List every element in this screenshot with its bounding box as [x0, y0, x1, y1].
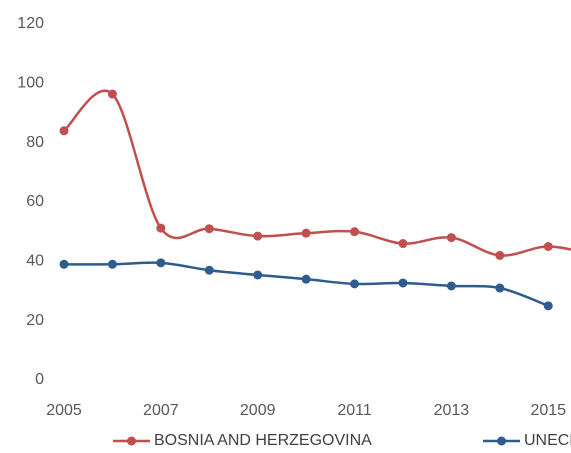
data-point — [543, 301, 553, 311]
data-point — [59, 126, 69, 136]
data-point — [156, 258, 166, 268]
x-tick-label: 2007 — [143, 402, 179, 419]
data-point — [350, 279, 360, 289]
plot-area — [59, 89, 571, 311]
x-tick-label: 2009 — [240, 402, 276, 419]
y-tick-label: 20 — [26, 312, 44, 329]
data-point — [156, 223, 166, 233]
legend-marker — [497, 436, 506, 446]
data-point — [446, 233, 456, 243]
data-point — [495, 283, 505, 293]
legend-label: BOSNIA AND HERZEGOVINA — [154, 432, 372, 449]
data-point — [301, 274, 311, 284]
data-point — [204, 265, 214, 275]
data-point — [204, 224, 214, 234]
x-tick-label: 2005 — [46, 402, 82, 419]
y-tick-label: 120 — [17, 15, 44, 32]
data-point — [301, 228, 311, 238]
data-point — [253, 270, 263, 280]
x-tick-label: 2015 — [530, 402, 566, 419]
data-point — [350, 227, 360, 237]
data-point — [543, 242, 553, 251]
y-tick-label: 60 — [26, 193, 44, 210]
data-point — [446, 281, 456, 291]
series-line — [63, 89, 571, 257]
y-tick-label: 80 — [26, 134, 44, 151]
data-point — [398, 239, 408, 249]
series-line — [63, 261, 549, 308]
data-point — [107, 89, 117, 99]
data-point — [398, 278, 408, 288]
x-tick-label: 2011 — [337, 402, 372, 419]
x-tick-label: 2013 — [434, 402, 470, 419]
y-tick-label: 0 — [35, 371, 44, 388]
data-point — [253, 231, 263, 241]
y-tick-label: 40 — [26, 253, 44, 270]
legend-label: UNECE — [524, 432, 571, 449]
data-point — [495, 250, 505, 260]
legend-marker — [127, 436, 136, 446]
data-point — [59, 259, 69, 269]
data-point — [107, 259, 117, 269]
y-tick-label: 100 — [17, 75, 44, 92]
